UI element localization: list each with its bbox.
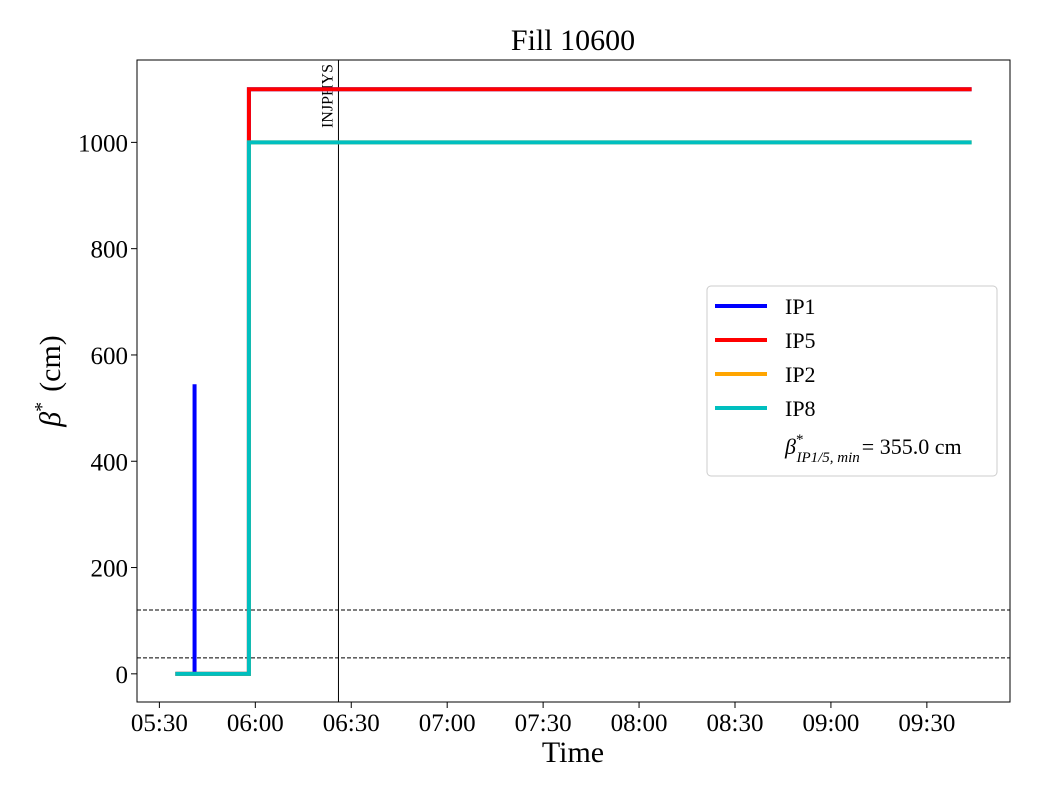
y-tick-label: 600 [91, 343, 129, 370]
x-tick-label: 07:30 [515, 710, 572, 737]
plot-frame [136, 59, 1011, 703]
legend-label: IP5 [785, 328, 816, 353]
x-tick-label: 05:30 [131, 710, 188, 737]
note-text: = 355.0 cm [862, 434, 962, 459]
x-tick-label: 09:00 [802, 710, 859, 737]
y-label-sup: * [31, 402, 53, 412]
x-tick-label: 07:00 [419, 710, 476, 737]
note-sub: IP1/5, min [795, 450, 859, 466]
note-symbol: β [784, 434, 796, 459]
y-tick-label: 200 [91, 556, 129, 583]
x-tick-label: 08:30 [707, 710, 764, 737]
legend-box [706, 285, 998, 477]
y-tick-label: 1000 [78, 130, 128, 157]
legend-label: IP2 [785, 362, 816, 387]
x-tick-label: 06:00 [227, 710, 284, 737]
y-tick-label: 0 [116, 662, 129, 689]
x-tick-label: 09:30 [898, 710, 955, 737]
y-tick-label: 800 [91, 237, 129, 264]
legend-note: β* IP1/5, min= 355.0 cm [784, 432, 962, 466]
y-tick-label: 400 [91, 449, 129, 476]
y-axis-label: β* (cm) [31, 335, 67, 428]
legend-label: IP1 [785, 294, 816, 319]
x-axis-label: Time [542, 736, 604, 769]
series-line [175, 140, 972, 676]
note-sup: * [796, 432, 804, 448]
x-tick-label: 06:30 [323, 710, 380, 737]
event-label: INJPHYS [319, 64, 336, 128]
x-tick-label: 08:00 [611, 710, 668, 737]
legend-label: IP8 [785, 396, 816, 421]
chart-title: Fill 10600 [511, 24, 635, 57]
y-label-unit: (cm) [34, 335, 67, 392]
y-label-symbol: β [34, 412, 67, 428]
